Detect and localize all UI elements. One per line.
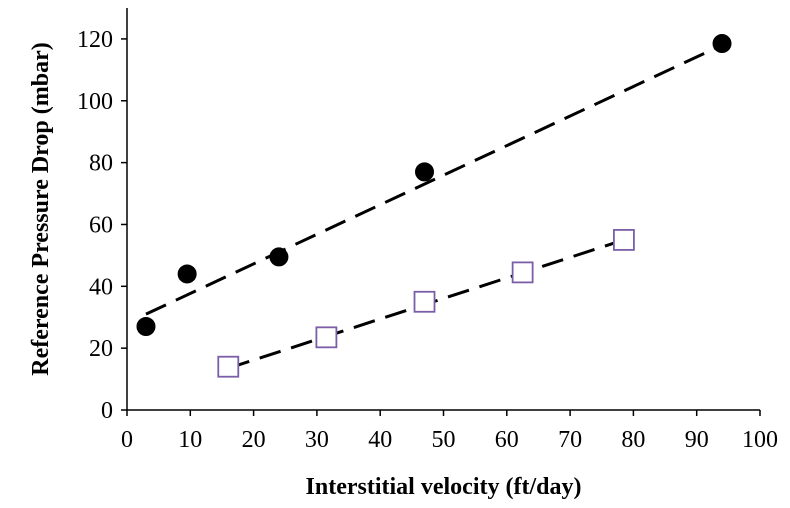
x-tick-label: 0 <box>121 427 133 453</box>
y-tick-label: 0 <box>101 398 113 424</box>
axes <box>126 8 760 411</box>
data-point-square <box>217 355 240 378</box>
y-tick-label: 20 <box>89 336 113 362</box>
x-tick-label: 60 <box>495 427 519 453</box>
trendlines <box>145 43 723 370</box>
x-tick-label: 40 <box>368 427 392 453</box>
x-tick-label: 100 <box>742 427 778 453</box>
y-axis-title: Reference Pressure Drop (mbar) <box>28 42 54 375</box>
x-tick-label: 70 <box>558 427 582 453</box>
data-point-square <box>413 290 436 313</box>
data-point-circle <box>415 162 435 182</box>
x-tick-label: 90 <box>685 427 709 453</box>
y-tick-label: 40 <box>89 274 113 300</box>
y-tick-label: 60 <box>89 212 113 238</box>
y-tick-label: 100 <box>77 89 113 115</box>
data-point-square <box>511 261 534 284</box>
y-tick-label: 120 <box>77 27 113 53</box>
x-tick-label: 50 <box>432 427 456 453</box>
trendline-series-1 <box>145 43 723 316</box>
data-point-circle <box>269 247 289 267</box>
data-point-square <box>613 229 635 251</box>
y-tick-label: 80 <box>89 151 113 177</box>
x-tick-label: 10 <box>178 427 202 453</box>
ticks: 0 10 20 30 40 50 60 70 80 90 100 0 20 40 60 80 100 120 <box>77 27 778 453</box>
data-point-square <box>315 326 338 349</box>
data-point-circle <box>712 34 732 54</box>
data-points <box>136 34 732 378</box>
x-tick-label: 30 <box>305 427 329 453</box>
data-point-circle <box>136 317 156 337</box>
data-point-circle <box>177 264 197 284</box>
x-tick-label: 20 <box>242 427 266 453</box>
x-tick-label: 80 <box>621 427 645 453</box>
x-axis-title: Interstitial velocity (ft/day) <box>306 474 582 500</box>
